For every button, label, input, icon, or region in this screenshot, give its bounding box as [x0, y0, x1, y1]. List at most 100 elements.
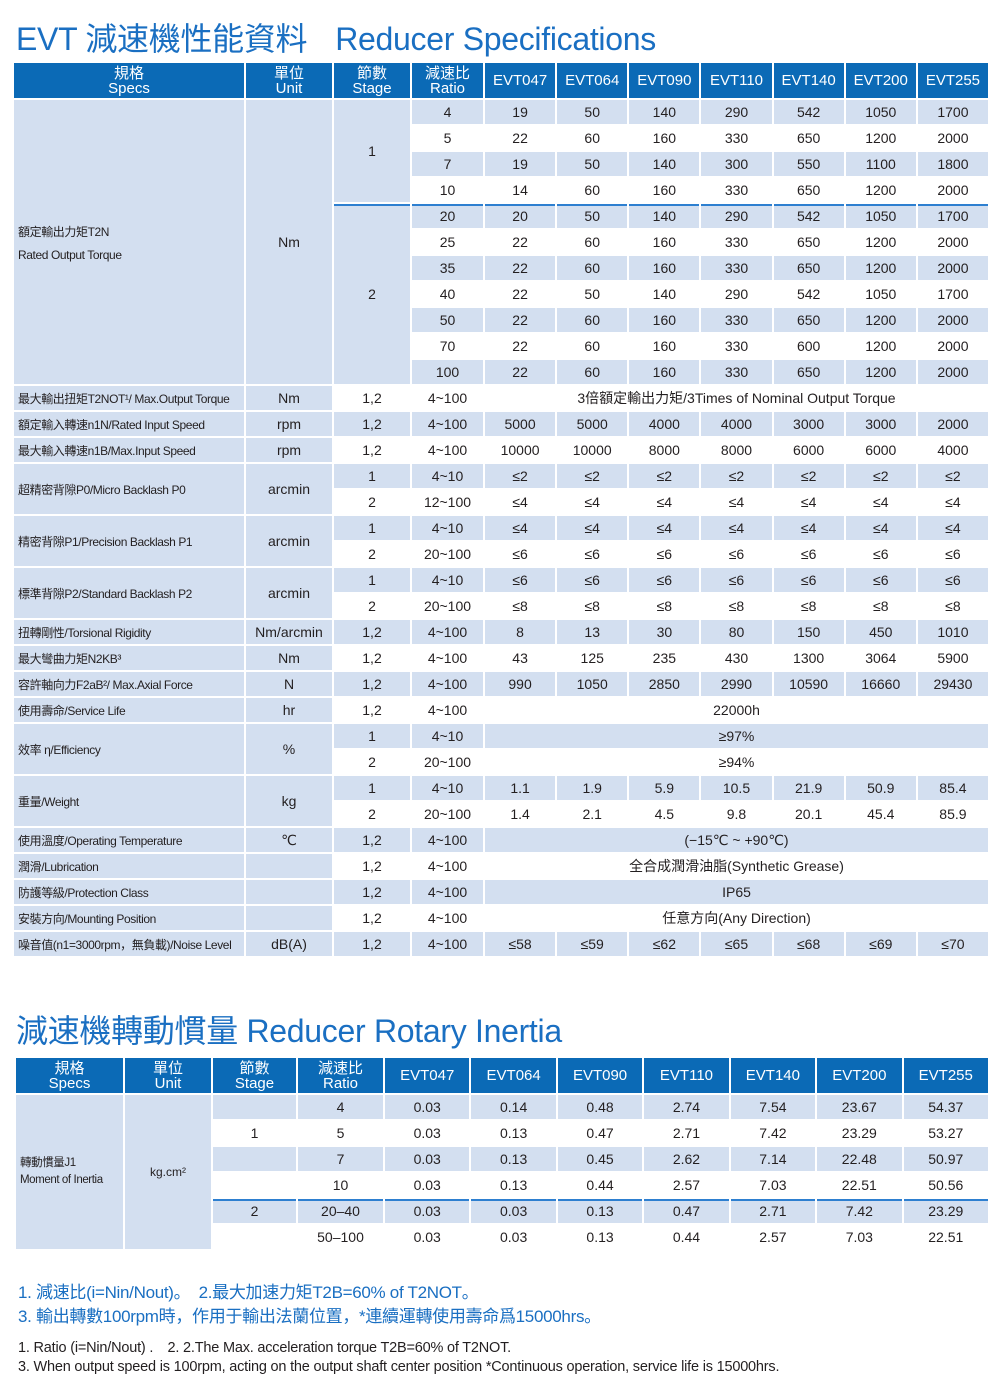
- table-row: 2 20~100 1.4 2.1 4.5 9.8 20.1 45.4 85.9: [14, 802, 988, 826]
- model-header: EVT140: [773, 63, 844, 98]
- stage-cell: 1: [334, 776, 410, 800]
- value-cell: 1.4: [485, 802, 556, 826]
- table-row: 2 20 20 50 140 290 542 1050 1700: [14, 204, 988, 384]
- value-span-cell: IP65: [485, 880, 988, 904]
- value-cell: 22: [485, 308, 556, 332]
- ratio-cell: 4~10: [412, 776, 483, 800]
- unit-cell: [246, 880, 332, 904]
- value-cell: 160: [629, 308, 700, 332]
- unit-cell: ℃: [246, 828, 332, 852]
- value-cell: 140: [629, 204, 700, 228]
- value-cell: ≤4: [845, 490, 916, 514]
- header-cell: 規格 Specs: [16, 1058, 123, 1093]
- value-cell: 22: [485, 334, 556, 358]
- inertia-title: 減速機轉動慣量 Reducer Rotary Inertia: [16, 1006, 562, 1052]
- ratio-cell: 4~10: [412, 464, 483, 488]
- value-cell: 22: [485, 126, 556, 150]
- spec-label: 最大輸入轉速n1B/Max.Input Speed: [14, 438, 244, 462]
- value-cell: 2.71: [730, 1199, 816, 1223]
- unit-cell: arcmin: [246, 568, 332, 618]
- value-cell: ≤8: [485, 594, 556, 618]
- ratio-cell: 20~100: [412, 802, 483, 826]
- value-cell: 50.97: [903, 1147, 988, 1171]
- value-cell: ≤2: [557, 464, 628, 488]
- table-row: 40 22 50 140 290 542 1050 1700: [14, 282, 988, 306]
- value-cell: 430: [701, 646, 772, 670]
- header-zh: 減速比: [424, 64, 470, 82]
- value-cell: 330: [701, 230, 772, 254]
- spec-label: 噪音值(n1=3000rpm，無負載)/Noise Level: [14, 932, 244, 956]
- value-cell: 7.42: [817, 1199, 902, 1223]
- value-cell: 2990: [701, 672, 772, 696]
- ratio-cell: 4: [298, 1095, 383, 1119]
- ratio-cell: 4~100: [412, 438, 483, 462]
- table-row: 最大輸入轉速n1B/Max.Input Speed rpm 1,2 4~100 1000…: [14, 438, 988, 462]
- value-cell: 235: [629, 646, 700, 670]
- value-cell: 2000: [917, 256, 988, 280]
- value-cell: 1200: [845, 334, 916, 358]
- value-cell: 10000: [485, 438, 556, 462]
- value-cell: ≤8: [629, 594, 700, 618]
- table-row: 額定輸出力矩T2N Rated Output Torque Nm 1 4 19 50 140 2…: [14, 100, 988, 384]
- value-cell: 23.67: [817, 1095, 902, 1119]
- table-row: 使用溫度/Operating Temperature ℃ 1,2 4~100 (−15℃…: [14, 828, 988, 852]
- table-row: 使用壽命/Service Life hr 1,2 4~100 22000h: [14, 698, 988, 722]
- value-cell: 8: [485, 620, 556, 644]
- ratio-cell: 4~10: [412, 568, 483, 592]
- header-cell: 減速比 Ratio: [298, 1058, 383, 1093]
- header-cell: 節數 Stage: [213, 1058, 296, 1093]
- value-cell: 2000: [917, 230, 988, 254]
- spec-label: 額定輸入轉速n1N/Rated Input Speed: [14, 412, 244, 436]
- note-zh-1: 1. 減速比(i=Nin/Nout)。 2.最大加速力矩T2B=60% of T…: [18, 1283, 479, 1302]
- value-cell: 5900: [917, 646, 988, 670]
- value-span-cell: (−15℃ ~ +90℃): [485, 828, 988, 852]
- value-cell: ≤6: [701, 542, 772, 566]
- ratio-cell: 20–40: [298, 1199, 383, 1223]
- value-cell: ≤68: [773, 932, 844, 956]
- value-cell: ≤8: [917, 594, 988, 618]
- value-cell: ≤4: [773, 490, 844, 514]
- value-cell: 23.29: [903, 1199, 988, 1223]
- ratio-cell: 70: [412, 334, 483, 358]
- value-cell: ≤2: [485, 464, 556, 488]
- value-cell: 1700: [917, 204, 988, 228]
- table-row: 50 22 60 160 330 650 1200 2000: [14, 308, 988, 332]
- value-cell: 650: [773, 126, 844, 150]
- value-cell: ≤6: [629, 568, 700, 592]
- spec-label: 額定輸出力矩T2N Rated Output Torque: [14, 100, 244, 384]
- header-en: Unit: [275, 79, 303, 97]
- value-cell: 290: [701, 100, 772, 124]
- model-header: EVT200: [845, 63, 916, 98]
- note-zh-2: 3. 輸出轉數100rpm時，作用于輸出法蘭位置，*連續運轉使用壽命爲15000…: [18, 1307, 601, 1326]
- value-cell: 1700: [917, 100, 988, 124]
- ratio-cell: 25: [412, 230, 483, 254]
- spec-label: 容許軸向力F2aB²/ Max.Axial Force: [14, 672, 244, 696]
- value-cell: 990: [485, 672, 556, 696]
- value-cell: 0.13: [471, 1147, 556, 1171]
- stage-cell: 1,2: [334, 412, 410, 436]
- value-span-cell: 22000h: [485, 698, 988, 722]
- ratio-cell: 20~100: [412, 594, 483, 618]
- value-cell: 23.29: [817, 1121, 902, 1145]
- value-cell: 1200: [845, 230, 916, 254]
- value-cell: ≤2: [701, 464, 772, 488]
- table-row: 最大輸出扭矩T2NOT¹/ Max.Output Torque Nm 1,2 4~10…: [14, 386, 988, 410]
- spec-label: 扭轉剛性/Torsional Rigidity: [14, 620, 244, 644]
- value-cell: 50: [557, 204, 628, 228]
- value-cell: 22.51: [903, 1225, 988, 1249]
- spec-label: 轉動慣量J1 Moment of Inertia: [16, 1095, 123, 1249]
- value-cell: 19: [485, 100, 556, 124]
- model-header: EVT090: [557, 1058, 643, 1093]
- value-cell: 1100: [845, 152, 916, 176]
- value-cell: 2000: [917, 334, 988, 358]
- ratio-cell: 50: [412, 308, 483, 332]
- table-row: 70 22 60 160 330 600 1200 2000: [14, 334, 988, 358]
- value-cell: ≤4: [629, 490, 700, 514]
- value-cell: ≤6: [629, 542, 700, 566]
- value-cell: 0.44: [644, 1225, 729, 1249]
- stage-cell: 1,2: [334, 620, 410, 644]
- stage-cell: [213, 1147, 296, 1171]
- value-cell: ≤6: [557, 568, 628, 592]
- value-cell: 1200: [845, 308, 916, 332]
- ratio-cell: 4~100: [412, 854, 483, 878]
